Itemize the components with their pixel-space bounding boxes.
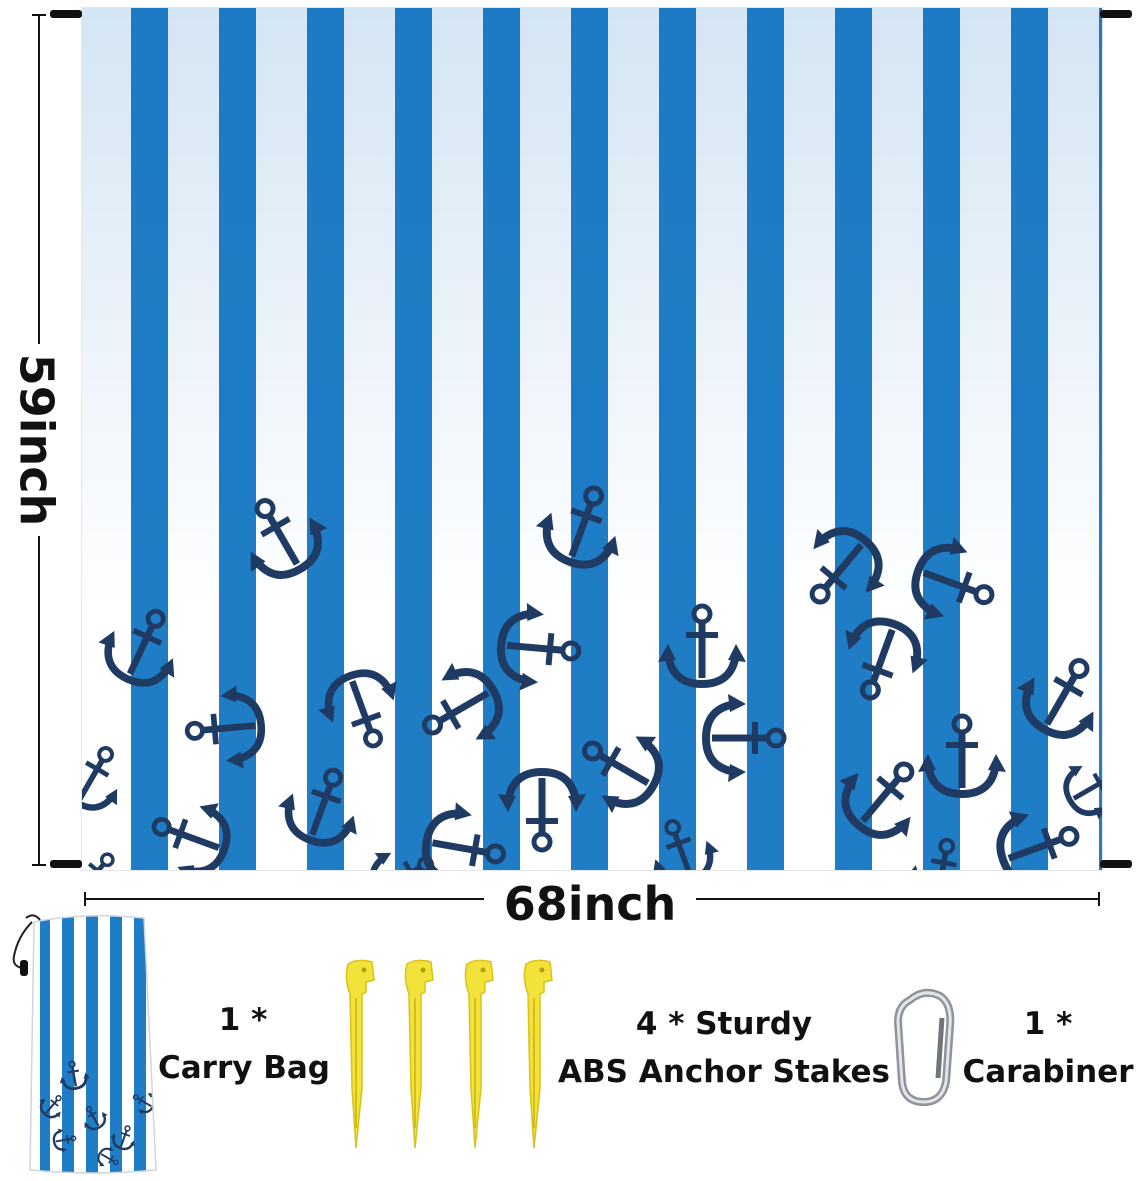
carry-bag-icon [4,908,164,1176]
anchor-icon [82,731,139,820]
anchor-icon [528,473,637,576]
anchor-icon [658,606,746,684]
corner-strap [1100,860,1132,868]
corner-strap [50,10,82,18]
anchor-icon [706,694,784,782]
anchor-icon [90,594,197,696]
anchor-icon [903,529,1006,638]
anchor-pattern [82,8,1102,870]
anchor-icon [781,512,899,628]
anchor-icon [498,772,586,850]
width-dimension-line [696,898,1100,900]
stakes-name: ABS Anchor Stakes [558,1054,890,1090]
width-dimension-tick [84,892,86,906]
height-dimension-tick [32,14,46,16]
width-dimension-tick [1098,892,1100,906]
carabiner-name: Carabiner [962,1054,1134,1090]
anchor-icon [311,662,415,760]
anchor-icon [419,798,511,870]
anchor-icon [1006,640,1102,752]
stakes-caption: 4 * Sturdy ABS Anchor Stakes [556,1000,892,1096]
height-dimension-line [38,536,40,866]
anchor-icon [184,683,265,773]
anchor-icon [637,809,724,870]
beach-blanket [82,8,1102,870]
stakes-group [340,958,570,1152]
anchor-icon [359,831,448,870]
ground-stake-icon [340,958,341,959]
anchor-icon [826,609,935,712]
anchor-icon [918,716,1006,794]
anchor-icon [82,836,134,870]
anchor-icon [497,601,582,695]
carry-bag-count: 1 * [218,1002,268,1038]
stakes-count: 4 * Sturdy [635,1006,813,1042]
carabiner-count: 1 * [1023,1006,1073,1042]
anchor-icon [1055,747,1102,828]
carry-bag-name: Carry Bag [158,1050,330,1086]
anchor-icon [271,756,375,854]
anchor-icon [988,792,1091,870]
anchor-icon [404,652,516,767]
carabiner-caption: 1 * Carabiner [962,1000,1134,1096]
anchor-icon [902,834,982,870]
height-dimension-tick [32,864,46,866]
height-dimension-line [38,14,40,344]
anchor-icon [825,738,943,854]
width-label: 68inch [503,877,677,931]
anchor-icon [564,709,676,824]
width-dimension-line [84,898,484,900]
carabiner-icon [890,986,960,1108]
corner-strap [1100,10,1132,18]
carry-bag-caption: 1 * Carry Bag [158,996,330,1092]
corner-strap [50,860,82,868]
height-label: 59inch [9,353,64,527]
anchor-icon [223,480,338,592]
anchor-icon [140,785,238,870]
